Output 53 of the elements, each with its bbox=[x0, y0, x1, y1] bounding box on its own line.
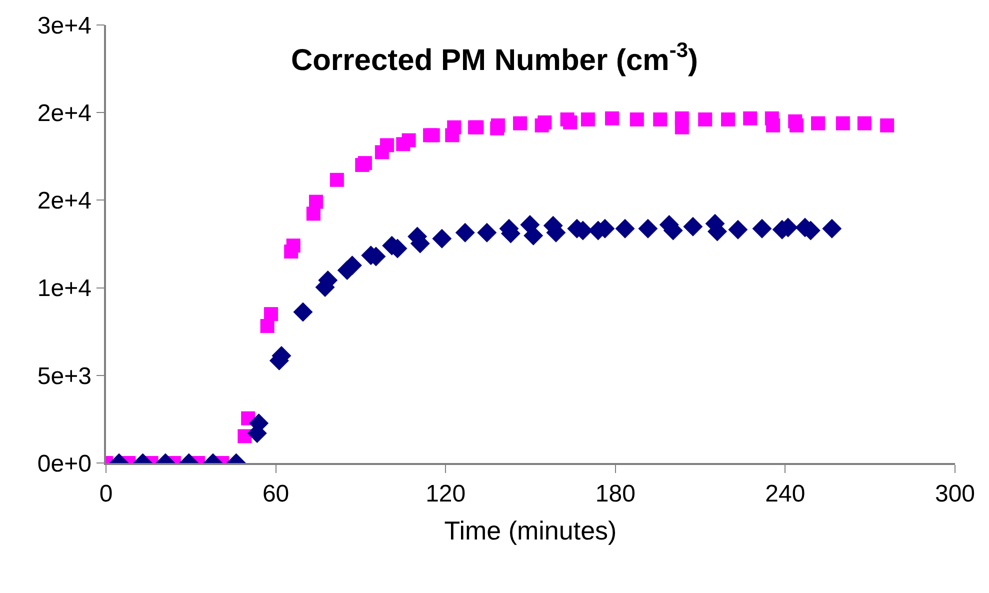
point bbox=[790, 118, 804, 132]
point bbox=[455, 222, 475, 242]
point bbox=[698, 112, 712, 126]
y-tick-label: 3e+4 bbox=[37, 12, 92, 40]
y-tick-label: 2e+4 bbox=[37, 100, 92, 127]
point bbox=[653, 112, 668, 126]
point bbox=[743, 111, 758, 126]
point bbox=[308, 194, 323, 209]
point bbox=[330, 172, 344, 187]
point bbox=[580, 112, 595, 126]
y-tick-label: 2e+4 bbox=[37, 188, 92, 215]
point bbox=[766, 118, 780, 132]
point bbox=[293, 302, 313, 322]
point bbox=[615, 218, 635, 238]
point bbox=[630, 112, 644, 126]
point bbox=[402, 133, 416, 148]
point bbox=[674, 120, 689, 134]
point bbox=[477, 222, 497, 242]
x-tick-label: 300 bbox=[934, 480, 976, 508]
point bbox=[447, 120, 462, 134]
x-tick-label: 180 bbox=[595, 480, 636, 508]
point bbox=[836, 116, 850, 130]
point bbox=[605, 111, 619, 126]
point bbox=[358, 156, 372, 170]
text: Corrected PM Number (cm$^{-3}$) bbox=[290, 39, 698, 77]
point bbox=[380, 138, 394, 152]
point bbox=[342, 256, 362, 276]
point bbox=[563, 115, 578, 130]
point bbox=[880, 118, 894, 132]
point bbox=[490, 118, 505, 132]
point bbox=[683, 216, 703, 236]
point bbox=[811, 116, 826, 130]
y-tick-label: 1e+4 bbox=[37, 275, 92, 302]
x-tick-label: 240 bbox=[765, 480, 806, 508]
x-tick-label: 0 bbox=[99, 480, 113, 508]
point bbox=[752, 218, 772, 238]
x-axis-title: Time (minutes) bbox=[444, 516, 617, 546]
point bbox=[857, 116, 872, 130]
y-tick-label: 0e+0 bbox=[37, 450, 92, 478]
y-tick-label: 5e+3 bbox=[37, 362, 92, 390]
point bbox=[286, 238, 300, 253]
point bbox=[426, 128, 440, 142]
x-tick-label: 60 bbox=[262, 480, 290, 508]
x-tick-label: 120 bbox=[426, 480, 466, 508]
point bbox=[728, 220, 748, 240]
point bbox=[432, 228, 452, 248]
point bbox=[513, 116, 528, 130]
point bbox=[538, 115, 552, 130]
point bbox=[638, 218, 658, 238]
point bbox=[238, 429, 252, 444]
point bbox=[264, 307, 278, 322]
point bbox=[822, 218, 842, 238]
point bbox=[721, 112, 736, 126]
